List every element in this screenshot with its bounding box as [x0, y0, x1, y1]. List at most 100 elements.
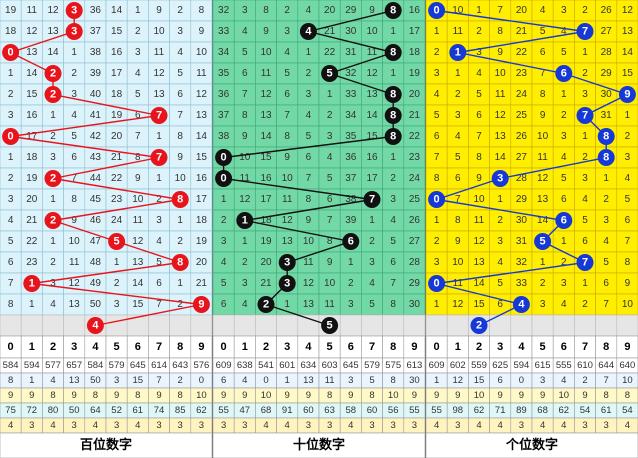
- omission-value: 3: [476, 47, 482, 58]
- omission-value: 48: [90, 257, 102, 268]
- header-digit: 5: [540, 341, 546, 353]
- stat-value: 4: [93, 420, 98, 431]
- omission-value: 6: [177, 89, 183, 100]
- omission-value: 1: [29, 299, 35, 310]
- omission-value: 21: [260, 278, 272, 289]
- drawn-ball: [2, 44, 20, 61]
- omission-value: 2: [582, 5, 588, 16]
- omission-value: 14: [47, 47, 59, 58]
- stat-value: 13: [69, 375, 80, 386]
- stat-value: 5: [369, 375, 374, 386]
- drawn-ball: [597, 149, 615, 166]
- omission-value: 2: [540, 278, 546, 289]
- drawn-ball: [428, 191, 446, 208]
- omission-value: 8: [476, 152, 482, 163]
- omission-value: 1: [50, 194, 56, 205]
- drawn-ball: [555, 65, 573, 82]
- omission-value: 2: [603, 194, 609, 205]
- panel-label: 十位数字: [293, 437, 345, 453]
- omission-value: 4: [582, 194, 588, 205]
- omission-value: 23: [111, 194, 123, 205]
- omission-value: 3: [242, 5, 248, 16]
- stat-value: 10: [622, 375, 633, 386]
- omission-value: 4: [177, 47, 183, 58]
- header-digit: 6: [135, 341, 141, 353]
- stat-value: 3: [156, 420, 161, 431]
- omission-value: 1: [540, 257, 546, 268]
- omission-value: 11: [453, 278, 464, 289]
- omission-value: 11: [69, 257, 80, 268]
- omission-value: 31: [516, 236, 528, 247]
- drawn-number: 1: [29, 277, 35, 289]
- omission-value: 7: [603, 299, 609, 310]
- stat-value: 4: [476, 420, 481, 431]
- omission-value: 3: [71, 89, 77, 100]
- omission-value: 3: [8, 194, 14, 205]
- cell: [552, 314, 575, 337]
- stat-value: 576: [193, 360, 209, 371]
- omission-value: 4: [50, 299, 56, 310]
- omission-value: 1: [8, 68, 14, 79]
- omission-value: 8: [135, 152, 141, 163]
- omission-value: 43: [90, 152, 102, 163]
- stat-value: 6: [221, 375, 226, 386]
- drawn-ball: [171, 191, 189, 208]
- stat-value: 644: [598, 360, 614, 371]
- omission-value: 24: [516, 89, 528, 100]
- drawn-ball: [171, 254, 189, 271]
- omission-value: 49: [90, 278, 102, 289]
- drawn-number: 5: [327, 319, 333, 331]
- omission-value: 36: [218, 89, 230, 100]
- omission-value: 2: [434, 236, 440, 247]
- omission-value: 11: [240, 173, 251, 184]
- omission-value: 20: [409, 89, 421, 100]
- omission-value: 5: [242, 47, 248, 58]
- drawn-number: 1: [455, 46, 461, 58]
- omission-value: 18: [409, 47, 421, 58]
- omission-value: 7: [625, 236, 631, 247]
- trend-line: [222, 9, 396, 327]
- omission-value: 3: [434, 257, 440, 268]
- stat-value: 55: [409, 405, 420, 416]
- omission-value: 3: [306, 89, 312, 100]
- omission-value: 3: [625, 152, 631, 163]
- omission-value: 3: [114, 299, 120, 310]
- drawn-number: 9: [198, 298, 204, 310]
- omission-value: 3: [540, 299, 546, 310]
- omission-value: 50: [90, 299, 102, 310]
- cell: [0, 314, 22, 337]
- omission-value: 3: [561, 131, 567, 142]
- omission-value: 4: [561, 26, 567, 37]
- omission-value: 12: [282, 215, 294, 226]
- omission-value: 25: [409, 194, 421, 205]
- omission-value: 32: [345, 68, 357, 79]
- omission-value: 13: [26, 47, 38, 58]
- stat-value: 3: [582, 420, 587, 431]
- header-digit: 3: [284, 341, 290, 353]
- omission-value: 6: [497, 299, 503, 310]
- omission-value: 13: [47, 26, 59, 37]
- drawn-ball: [363, 191, 381, 208]
- stat-value: 9: [348, 390, 353, 401]
- drawn-number: 7: [369, 193, 375, 205]
- omission-value: 33: [345, 89, 357, 100]
- stat-value: 594: [24, 360, 40, 371]
- stat-value: 61: [133, 405, 144, 416]
- cell: [446, 314, 469, 337]
- omission-value: 1: [561, 89, 567, 100]
- omission-value: 6: [135, 110, 141, 121]
- header-digit: 4: [92, 341, 99, 353]
- omission-value: 14: [495, 152, 507, 163]
- stat-value: 9: [434, 390, 439, 401]
- omission-value: 12: [239, 194, 251, 205]
- omission-value: 2: [177, 299, 183, 310]
- drawn-ball: [512, 296, 530, 313]
- drawn-number: 8: [177, 193, 183, 205]
- stat-value: 601: [279, 360, 295, 371]
- omission-value: 6: [540, 47, 546, 58]
- drawn-number: 0: [434, 193, 440, 205]
- drawn-ball: [65, 23, 83, 40]
- omission-value: 1: [71, 47, 77, 58]
- stat-value: 7: [604, 375, 609, 386]
